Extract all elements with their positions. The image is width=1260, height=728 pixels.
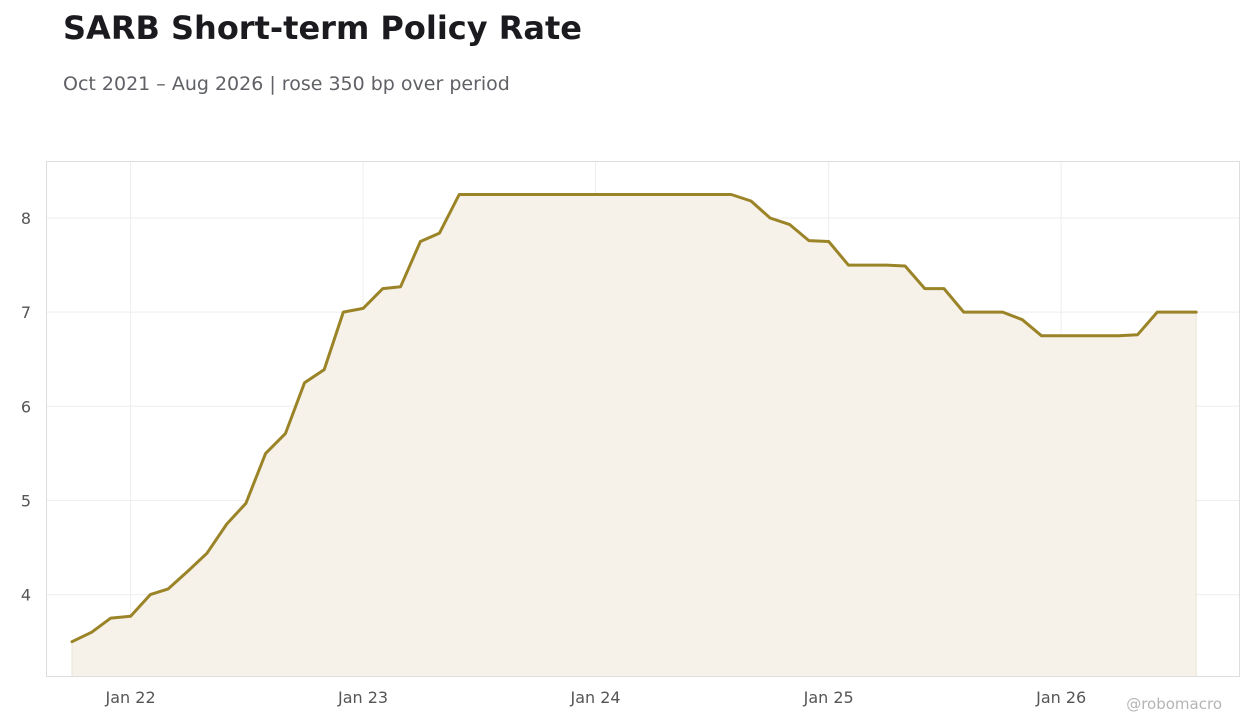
x-tick-label: Jan 24 (569, 688, 620, 707)
plot-frame (46, 161, 1240, 677)
x-tick-label: Jan 25 (803, 688, 854, 707)
y-tick-label: 4 (21, 586, 31, 605)
y-tick-label: 5 (21, 491, 31, 510)
series-line (70, 193, 1198, 644)
chart-subtitle: Oct 2021 – Aug 2026 | rose 350 bp over p… (63, 73, 510, 95)
chart-title: SARB Short-term Policy Rate (63, 9, 582, 47)
watermark: @robomacro (1126, 695, 1222, 713)
y-tick-label: 8 (21, 209, 31, 228)
series-area-fill (71, 194, 1197, 677)
x-tick-label: Jan 23 (337, 688, 388, 707)
axis-labels: 4 5 6 7 8 Jan 22 Jan 23 Jan 24 Jan 25 Jan 26 (21, 209, 1086, 707)
x-tick-label: Jan 22 (105, 688, 156, 707)
y-tick-label: 7 (21, 303, 31, 322)
x-tick-label: Jan 26 (1035, 688, 1086, 707)
y-tick-label: 6 (21, 397, 31, 416)
